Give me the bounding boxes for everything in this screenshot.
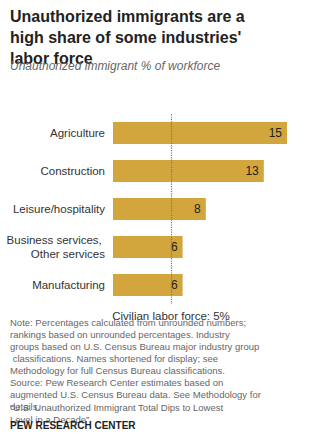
svg-text:classifications. Names shorten: classifications. Names shortened for dis…: [10, 353, 221, 364]
svg-text:13: 13: [245, 164, 259, 178]
svg-text:Methodology for full Census Bu: Methodology for full Census Bureau class…: [10, 365, 225, 376]
svg-text:Source: Pew Research Center es: Source: Pew Research Center estimates ba…: [10, 377, 226, 388]
svg-text:Note: Percentages calculated f: Note: Percentages calculated from unroun…: [10, 316, 249, 328]
svg-text:Leisure/hospitality: Leisure/hospitality: [13, 203, 105, 215]
svg-text:Other services: Other services: [31, 248, 105, 260]
svg-text:augmented U.S. Census Bureau d: augmented U.S. Census Bureau data. See M…: [10, 389, 264, 400]
svg-text:“U.S. Unauthorized Immigrant T: “U.S. Unauthorized Immigrant Total Dips …: [10, 402, 226, 413]
svg-text:Unauthorized immigrant % of wo: Unauthorized immigrant % of workforce: [10, 59, 220, 73]
svg-text:15: 15: [269, 126, 283, 140]
svg-text:Agriculture: Agriculture: [50, 127, 105, 139]
svg-text:groups based on U.S. Census Bu: groups based on U.S. Census Bureau major…: [10, 341, 259, 352]
svg-text:Civilian labor force: 5%: Civilian labor force: 5%: [112, 310, 230, 322]
svg-text:8: 8: [194, 202, 201, 216]
svg-text:Construction: Construction: [40, 165, 105, 177]
svg-text:Unauthorized immigrants are a: Unauthorized immigrants are a: [10, 8, 249, 25]
svg-text:6: 6: [170, 240, 178, 254]
svg-text:6: 6: [170, 278, 178, 292]
svg-text:PEW RESEARCH CENTER: PEW RESEARCH CENTER: [10, 420, 136, 431]
svg-text:Business services,: Business services,: [7, 234, 105, 246]
svg-text:Manufacturing: Manufacturing: [32, 279, 105, 291]
svg-text:high share of some industries': high share of some industries': [10, 29, 246, 46]
svg-text:rankings based on unrounded pe: rankings based on unrounded percentages.…: [10, 329, 232, 340]
